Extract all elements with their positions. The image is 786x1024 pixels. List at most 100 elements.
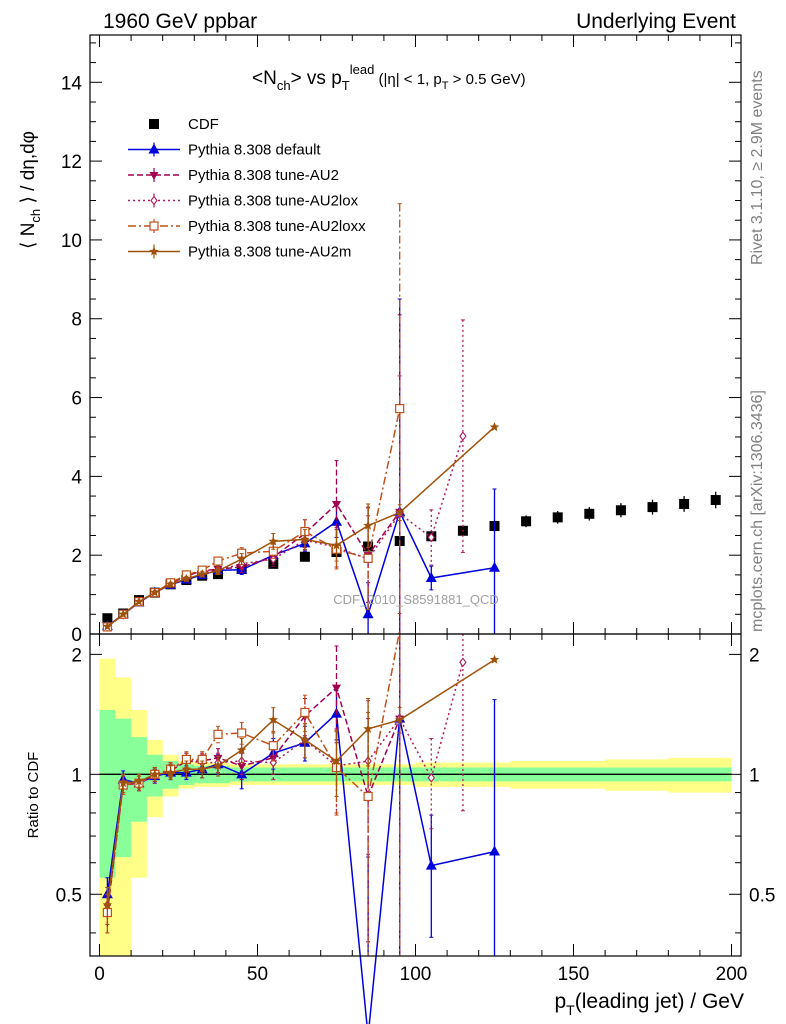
main-point-pythia-8-308-tune-au2m [363,520,373,530]
main-y-tick-label: 8 [71,310,82,331]
main-point-pythia-8-308-tune-au2loxx [363,553,373,563]
ratio-point-pythia-8-308-tune-au2m [118,778,128,788]
ratio-point-pythia-8-308-tune-au2m [394,714,405,724]
main-panel: 0 2 4 6 8 10 12 14 <Nch> vs pTlead (|η| < 1, pT… [18,34,742,646]
ratio-x-ticks: 0 50 100 150 200 [94,634,747,985]
legend-marker-pythia-8-308-tune-au2m [149,246,159,256]
ratio-point-pythia-8-308-tune-au2m [197,764,207,774]
ratio-y-tick-label-right: 1 [749,765,760,786]
main-point-pythia-8-308-default [425,572,437,583]
ratio-point-pythia-8-308-tune-au2loxx [237,728,247,738]
legend-marker-pythia-8-308-tune-au2loxx [149,221,159,231]
main-point-pythia-8-308-tune-au2m [489,422,500,432]
ratio-y-tick-label-right: 2 [749,645,760,666]
main-data-layer [101,203,721,635]
ratio-point-pythia-8-308-tune-au2m [300,734,310,744]
legend-entry-pythia-8-308-tune-au2loxx: Pythia 8.308 tune-AU2loxx [188,218,366,235]
legend-entry-pythia-8-308-tune-au2lox: Pythia 8.308 tune-AU2lox [188,193,359,210]
ratio-point-pythia-8-308-tune-au2loxx [213,729,223,739]
legend-entry-pythia-8-308-tune-au2: Pythia 8.308 tune-AU2 [188,167,339,184]
ratio-point-pythia-8-308-tune-au2m [268,714,278,724]
legend-entry-cdf: CDF [188,116,219,133]
main-point-pythia-8-308-default [362,608,374,619]
main-point-pythia-8-308-default [330,515,342,526]
main-point-pythia-8-308-tune-au2lox [459,431,467,442]
ratio-point-pythia-8-308-tune-au2 [237,762,247,771]
x-axis-label: pT(leading jet) / GeV [554,990,744,1018]
main-y-tick-label: 4 [71,467,82,488]
ratio-point-pythia-8-308-tune-au2lox [427,772,435,783]
x-tick-label: 150 [558,964,590,985]
main-y-ticks: 0 2 4 6 8 10 12 14 [61,42,741,646]
main-point-pythia-8-308-tune-au2m [268,536,278,546]
main-point-pythia-8-308-tune-au2m [213,565,223,575]
main-point-cdf [584,508,595,519]
ratio-point-pythia-8-308-tune-au2lox [459,657,467,668]
chart-title: <Nch> vs pTlead (|η| < 1, pT > 0.5 GeV) [252,62,526,93]
x-tick-label: 50 [247,964,268,985]
main-y-label: ⟨ Nch ⟩ / dη,dφ [18,131,43,249]
x-tick-label: 0 [94,964,105,985]
legend-marker-pythia-8-308-default [148,143,160,154]
ratio-y-tick-label: 1 [71,765,82,786]
main-point-cdf [710,495,721,506]
ratio-line-pythia-8-308-tune-au2lox [106,662,464,906]
ratio-point-pythia-8-308-tune-au2m [165,767,176,777]
legend: CDF Pythia 8.308 default Pythia 8.308 tune… [128,116,366,261]
analysis-watermark: CDF_2010_S8591881_QCD [333,592,499,607]
main-point-pythia-8-308-tune-au2m [150,587,160,597]
ratio-y-label: Ratio to CDF [25,752,42,839]
rivet-label: Rivet 3.1.10, ≥ 2.9M events [749,70,766,265]
x-tick-label: 100 [400,964,432,985]
ratio-point-pythia-8-308-tune-au2m [489,654,500,664]
main-point-pythia-8-308-tune-au2m [331,540,342,550]
main-point-pythia-8-308-tune-au2m [197,569,207,579]
main-point-pythia-8-308-tune-au2m [300,534,310,544]
legend-marker-pythia-8-308-tune-au2lox [150,195,158,206]
legend-entry-pythia-8-308-tune-au2m: Pythia 8.308 tune-AU2m [188,244,351,261]
main-point-pythia-8-308-tune-au2loxx [213,556,223,566]
main-point-pythia-8-308-tune-au2lox [269,554,277,565]
main-y-tick-label: 10 [61,231,82,252]
main-point-pythia-8-308-tune-au2loxx [395,403,405,414]
ratio-band-outer [99,658,732,956]
main-point-cdf [102,613,113,624]
ratio-point-pythia-8-308-tune-au2m [363,723,373,733]
main-point-pythia-8-308-tune-au2m [394,507,405,517]
ratio-point-pythia-8-308-tune-au2m [134,776,144,786]
legend-marker-pythia-8-308-tune-au2 [149,172,159,180]
ratio-y-tick-label-right: 0.5 [749,885,775,906]
ratio-point-pythia-8-308-tune-au2m [213,760,223,770]
main-point-cdf [647,502,658,513]
main-point-pythia-8-308-tune-au2 [331,500,341,509]
main-point-pythia-8-308-tune-au2m [118,609,128,619]
main-y-tick-label: 12 [61,152,82,173]
main-y-tick-label: 2 [71,546,82,567]
ratio-y-ticks: 0.5 0.5 1 1 2 2 [56,645,775,934]
ratio-line-pythia-8-308-default [106,712,495,1024]
ratio-point-pythia-8-308-tune-au2loxx [268,741,278,751]
mcplots-label: mcplots.cern.ch [arXiv:1306.3436] [749,390,766,632]
main-point-pythia-8-308-tune-au2m [165,579,176,589]
ratio-point-pythia-8-308-tune-au2m [331,756,342,766]
ratio-point-pythia-8-308-tune-au2loxx [300,707,310,718]
ratio-point-pythia-8-308-tune-au2 [331,684,341,693]
ratio-point-pythia-8-308-tune-au2m [181,764,192,774]
ratio-point-pythia-8-308-tune-au2loxx [363,791,373,802]
main-point-cdf [299,551,310,562]
main-point-pythia-8-308-tune-au2m [236,554,247,564]
x-tick-label: 200 [716,964,748,985]
header-left: 1960 GeV ppbar [103,10,257,33]
ratio-y-tick-label: 2 [71,645,82,666]
ratio-data-layer [99,630,732,1024]
main-point-cdf [521,516,532,527]
ratio-point-pythia-8-308-tune-au2m [150,769,160,779]
main-point-cdf [552,512,563,523]
main-point-cdf [679,498,690,509]
ratio-point-pythia-8-308-default [425,859,437,870]
legend-entry-pythia-8-308-default: Pythia 8.308 default [188,142,321,159]
main-point-pythia-8-308-tune-au2lox [427,532,435,543]
main-point-pythia-8-308-tune-au2m [181,573,192,583]
ratio-point-pythia-8-308-tune-au2m [236,745,247,755]
main-point-pythia-8-308-tune-au2m [134,596,144,606]
